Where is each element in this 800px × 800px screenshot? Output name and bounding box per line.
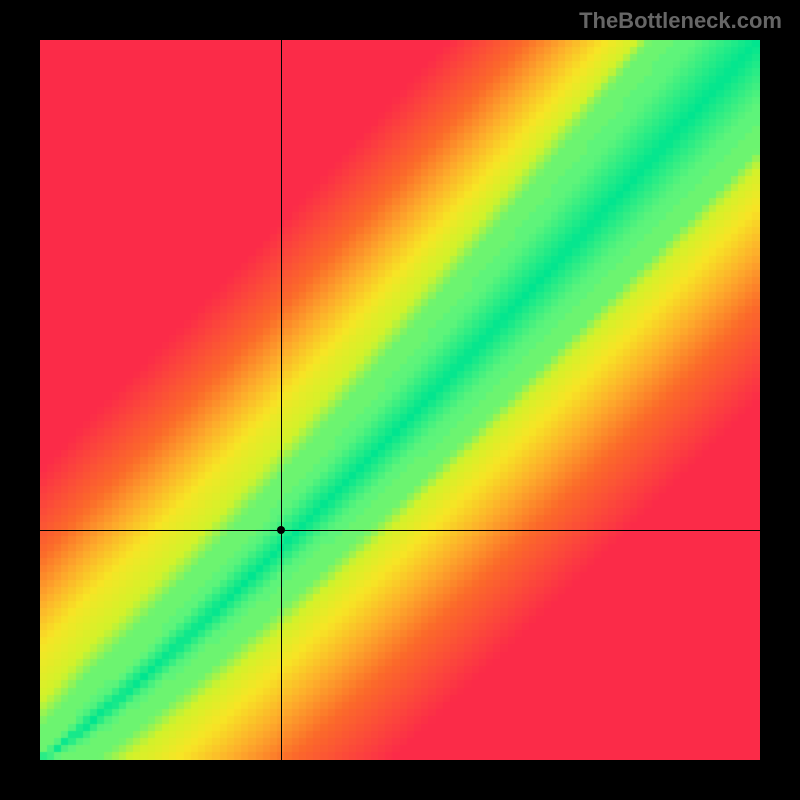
- watermark-text: TheBottleneck.com: [579, 8, 782, 34]
- heatmap-canvas: [40, 40, 760, 760]
- heatmap-plot: [40, 40, 760, 760]
- crosshair-vertical: [281, 40, 282, 760]
- crosshair-marker: [277, 526, 285, 534]
- crosshair-horizontal: [40, 530, 760, 531]
